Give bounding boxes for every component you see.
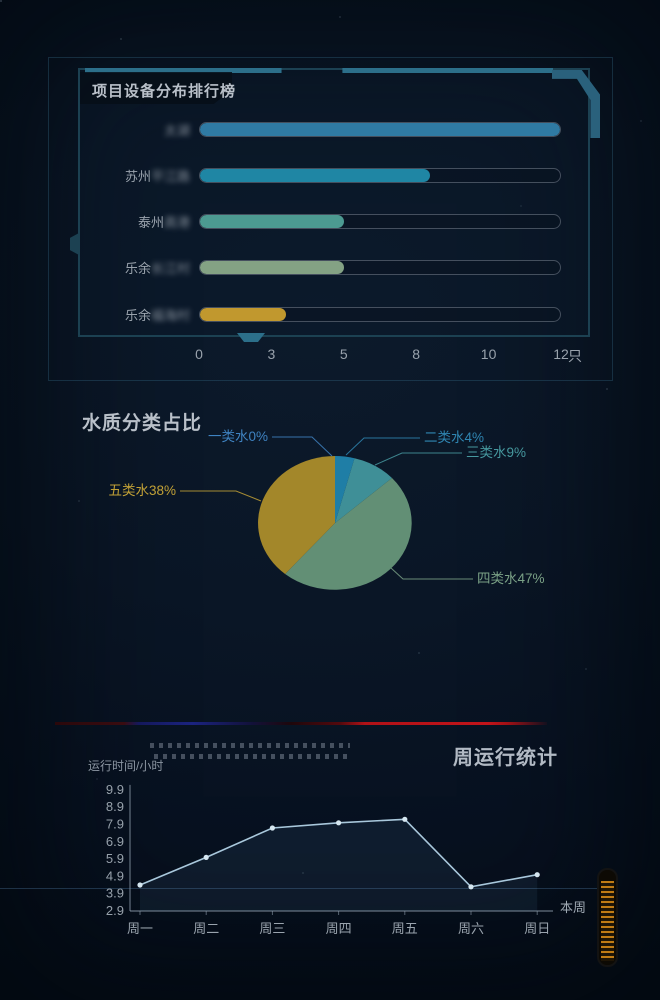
data-point — [336, 820, 342, 826]
pie-slice-label: 一类水0% — [208, 429, 268, 444]
x-axis-label: 周日 — [524, 921, 550, 936]
bar-track — [199, 260, 561, 276]
x-axis-tick: 3 — [267, 346, 276, 362]
censored-text: 平江路 — [150, 168, 190, 184]
ranking-panel-frame — [78, 68, 590, 337]
y-axis-tick-label: 2.9 — [106, 903, 124, 918]
bar-category-label: 苏州平江路 — [124, 168, 190, 184]
bar-category-label: 太湖 — [88, 120, 199, 139]
bar-row: 乐余长江村 — [88, 258, 561, 278]
data-point — [203, 854, 209, 860]
ranking-panel-title-tab — [80, 72, 232, 104]
bar-row: 苏州平江路 — [88, 165, 561, 185]
bar-fill — [200, 307, 287, 321]
censored-text: 太湖 — [163, 122, 190, 138]
legend-this-week[interactable]: 本周 — [560, 900, 587, 915]
x-axis-label: 周四 — [326, 921, 352, 936]
x-axis-tick: 0 — [195, 346, 203, 362]
y-axis-tick-label: 5.9 — [106, 851, 124, 866]
bar-fill — [200, 168, 431, 182]
pie-slice-label: 四类水47% — [477, 571, 545, 586]
ranking-panel-left-bracket — [70, 233, 79, 255]
bar-category-label: 乐余福海村 — [124, 307, 190, 323]
line-area-fill — [140, 819, 538, 911]
bar-fill — [200, 215, 344, 228]
data-point — [137, 882, 143, 888]
x-axis-label: 周一 — [127, 921, 153, 936]
censored-text: 福海村 — [150, 307, 190, 323]
pie-label-line — [374, 452, 462, 466]
pie-label-line — [390, 567, 473, 580]
ranking-panel-bottom-notch — [237, 333, 265, 342]
bar-row: 太湖 — [88, 119, 561, 139]
x-axis-tick: 10 — [480, 346, 497, 362]
ranking-x-axis: 只 0 3 5 8 10 12 — [0, 346, 660, 368]
ranking-bar-rows: 太湖苏州平江路泰州高港乐余长江村乐余福海村 — [88, 119, 561, 334]
y-axis-tick-label: 4.9 — [106, 868, 124, 883]
x-axis-label: 周三 — [259, 921, 285, 936]
x-axis-tick: 12 — [553, 346, 569, 362]
bar-category-label: 泰州高港 — [137, 215, 190, 230]
data-point — [402, 816, 408, 822]
water-quality-pie-chart: 一类水0% 二类水4%三类水9% 四类水47% 五类水38% — [108, 429, 545, 590]
weekly-panel-title: 周运行统计 — [453, 747, 558, 769]
bar-category-label: 乐余长江村 — [124, 261, 190, 277]
data-point — [468, 884, 474, 890]
pie-slice-label: 二类水4% — [424, 430, 484, 445]
x-axis-label: 周五 — [392, 921, 418, 936]
x-axis-label: 周二 — [193, 921, 219, 936]
weekly-line-chart: 9.9 8.9 7.9 6.9 5.9 4.9 3.9 2.9周一 周二 周三 周四 周五 周六 周日 — [106, 782, 553, 936]
pie-slice — [258, 456, 335, 574]
x-axis-tick: 8 — [412, 346, 421, 362]
pie-slice — [335, 458, 392, 523]
y-axis-tick-label: 7.9 — [106, 817, 124, 832]
ranking-axis-unit-label: 只 — [568, 348, 582, 364]
censored-text: 长江村 — [150, 261, 190, 277]
bar-row: 泰州高港 — [88, 212, 561, 232]
decorative-dots-strip — [150, 743, 350, 761]
ranking-panel-title: 项目设备分布排行榜 — [92, 83, 237, 100]
bar-fill — [200, 261, 344, 275]
pie-label-line — [180, 490, 262, 502]
bar-track — [199, 167, 561, 183]
censored-text: 高港 — [163, 215, 190, 230]
y-axis-tick-label: 8.9 — [106, 799, 124, 814]
bar-track — [199, 214, 561, 229]
bar-row: 乐余福海村 — [88, 304, 561, 324]
pie-panel-title: 水质分类占比 — [82, 413, 203, 434]
pie-slice-label: 五类水38% — [108, 483, 176, 498]
pie-label-line — [272, 436, 333, 457]
pie-slice — [285, 478, 412, 590]
bar-fill — [200, 122, 560, 136]
weekly-yaxis-title: 运行时间/小时 — [88, 759, 164, 773]
x-axis-tick: 5 — [339, 346, 348, 362]
x-axis-label: 周六 — [458, 921, 484, 936]
pie-slice-label: 三类水9% — [466, 445, 526, 460]
ranking-panel-outer-frame — [48, 57, 613, 381]
y-axis-tick-label: 9.9 — [106, 782, 124, 797]
vertical-scrollbar-thumb[interactable] — [597, 868, 618, 967]
y-axis-tick-label: 6.9 — [106, 834, 124, 849]
y-axis-tick-label: 3.9 — [106, 886, 124, 901]
decorative-horizontal-line — [0, 888, 597, 889]
section-divider-line — [55, 722, 547, 725]
pie-label-line — [345, 437, 420, 456]
data-point — [269, 825, 275, 831]
data-point — [534, 872, 540, 878]
bar-track — [199, 306, 561, 322]
scrollbar-stripes — [601, 881, 614, 961]
pie-slice — [335, 456, 355, 523]
bar-track — [199, 121, 561, 137]
